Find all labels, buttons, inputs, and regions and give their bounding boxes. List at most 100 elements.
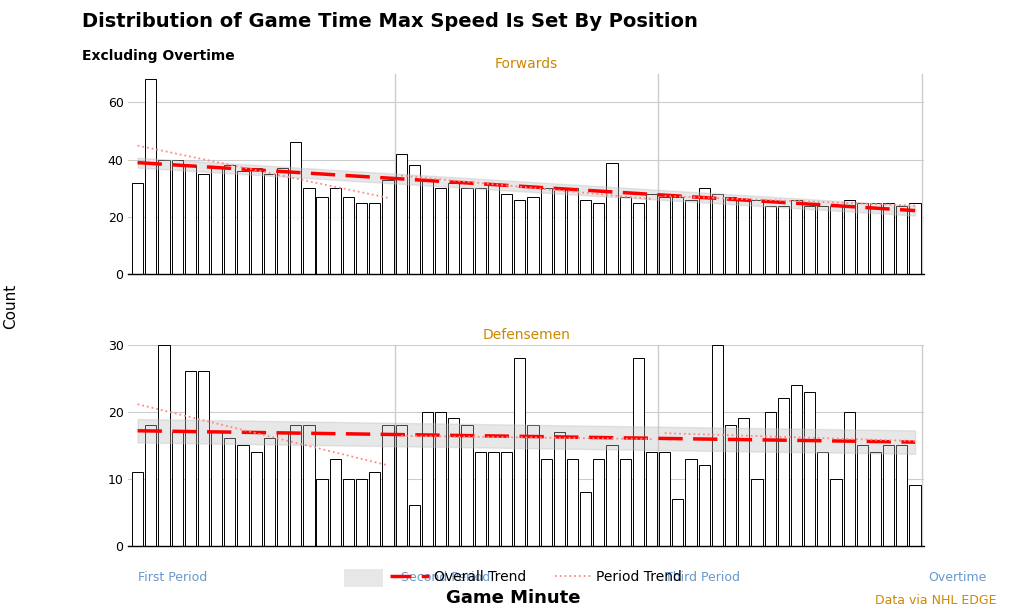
Text: First Period: First Period xyxy=(138,571,206,584)
Bar xyxy=(659,197,671,275)
Bar xyxy=(540,459,551,546)
Bar xyxy=(897,205,908,275)
Bar xyxy=(251,452,262,546)
Bar xyxy=(303,425,314,546)
Text: Third Period: Third Period xyxy=(664,571,739,584)
Bar xyxy=(461,425,472,546)
Bar xyxy=(330,188,341,275)
Title: Forwards: Forwards xyxy=(495,57,558,71)
Bar xyxy=(448,418,459,546)
Bar xyxy=(738,200,750,275)
Bar xyxy=(870,203,881,275)
Bar xyxy=(685,459,696,546)
Bar xyxy=(646,194,657,275)
Bar xyxy=(291,425,301,546)
Bar xyxy=(185,166,196,275)
Bar xyxy=(224,166,235,275)
Bar xyxy=(659,452,671,546)
Bar xyxy=(698,188,710,275)
Bar xyxy=(435,412,447,546)
Bar xyxy=(606,162,617,275)
Bar xyxy=(158,345,169,546)
Text: Count: Count xyxy=(3,284,17,329)
Bar xyxy=(251,168,262,275)
Bar xyxy=(764,205,775,275)
Bar xyxy=(777,398,789,546)
Bar xyxy=(580,492,592,546)
Bar xyxy=(831,479,841,546)
Bar xyxy=(567,459,578,546)
Bar xyxy=(145,79,156,275)
Bar xyxy=(395,425,407,546)
Bar xyxy=(356,479,368,546)
Bar xyxy=(145,425,156,546)
Bar xyxy=(448,183,459,275)
Bar xyxy=(501,194,512,275)
Bar xyxy=(474,452,486,546)
Bar xyxy=(277,432,289,546)
Bar xyxy=(673,197,684,275)
Bar xyxy=(804,205,815,275)
Bar xyxy=(409,505,420,546)
Bar xyxy=(158,159,169,275)
Bar xyxy=(698,465,710,546)
Text: Overtime: Overtime xyxy=(928,571,987,584)
Text: Game Minute: Game Minute xyxy=(447,589,580,607)
Bar xyxy=(343,479,354,546)
Bar xyxy=(343,197,354,275)
Bar xyxy=(870,452,881,546)
Bar xyxy=(712,345,723,546)
Bar xyxy=(619,459,631,546)
Bar xyxy=(527,425,538,546)
Bar xyxy=(237,445,249,546)
Bar xyxy=(831,205,841,275)
Bar xyxy=(725,197,736,275)
Bar xyxy=(843,412,854,546)
Bar xyxy=(488,186,499,275)
Bar xyxy=(132,472,143,546)
Bar xyxy=(515,200,526,275)
Bar xyxy=(264,438,275,546)
Bar xyxy=(910,203,920,275)
Bar xyxy=(580,200,592,275)
Bar xyxy=(752,200,762,275)
Bar xyxy=(619,197,631,275)
Bar xyxy=(554,432,565,546)
Bar xyxy=(594,459,605,546)
Bar xyxy=(540,188,551,275)
Bar xyxy=(198,174,210,275)
Bar xyxy=(409,166,420,275)
Bar xyxy=(752,479,762,546)
Bar xyxy=(883,203,895,275)
Bar xyxy=(488,452,499,546)
Bar xyxy=(673,499,684,546)
Bar xyxy=(791,200,802,275)
Bar xyxy=(857,445,868,546)
Bar xyxy=(316,197,328,275)
Bar xyxy=(382,425,393,546)
Bar xyxy=(791,385,802,546)
Bar xyxy=(435,188,447,275)
Bar xyxy=(777,205,789,275)
Bar xyxy=(395,154,407,275)
Bar xyxy=(316,479,328,546)
Bar xyxy=(212,168,222,275)
Bar xyxy=(567,188,578,275)
Bar xyxy=(303,188,314,275)
Bar xyxy=(594,203,605,275)
Bar xyxy=(712,194,723,275)
Bar xyxy=(685,200,696,275)
Text: Data via NHL EDGE: Data via NHL EDGE xyxy=(875,594,996,607)
Bar xyxy=(172,159,183,275)
Text: Overall Trend: Overall Trend xyxy=(434,570,527,584)
Bar xyxy=(172,432,183,546)
Bar xyxy=(356,203,368,275)
Bar xyxy=(804,392,815,546)
Bar xyxy=(725,425,736,546)
Bar xyxy=(185,371,196,546)
Bar xyxy=(369,472,380,546)
Bar xyxy=(515,358,526,546)
Bar xyxy=(369,203,380,275)
Bar xyxy=(224,438,235,546)
Bar xyxy=(817,452,829,546)
